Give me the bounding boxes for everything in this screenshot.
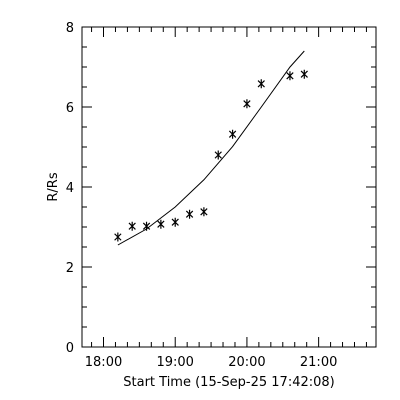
x-tick-label: 19:00 xyxy=(156,355,193,370)
fit-curve xyxy=(117,50,305,246)
y-tick-label: 4 xyxy=(66,181,74,196)
data-point xyxy=(214,150,222,160)
data-point xyxy=(157,219,165,229)
y-tick-label: 0 xyxy=(66,341,74,356)
x-axis-label: Start Time (15-Sep-25 17:42:08) xyxy=(123,375,334,390)
y-axis-label: R/Rs xyxy=(46,172,61,201)
x-tick-label: 20:00 xyxy=(228,355,265,370)
plot-frame xyxy=(81,26,377,348)
data-point xyxy=(142,221,151,231)
data-point xyxy=(228,129,237,139)
data-point xyxy=(128,221,136,231)
y-tick-label: 6 xyxy=(66,101,74,116)
data-point xyxy=(243,99,251,109)
data-point xyxy=(200,207,208,217)
data-point xyxy=(286,71,294,81)
data-point xyxy=(300,69,308,79)
y-tick-label: 2 xyxy=(66,261,74,276)
data-point xyxy=(257,79,265,89)
x-tick-label: 21:00 xyxy=(300,355,337,370)
x-tick-label: 18:00 xyxy=(85,355,122,370)
y-tick-label: 8 xyxy=(66,21,74,36)
data-point xyxy=(114,232,122,242)
data-point xyxy=(185,209,194,219)
data-point xyxy=(171,217,179,227)
